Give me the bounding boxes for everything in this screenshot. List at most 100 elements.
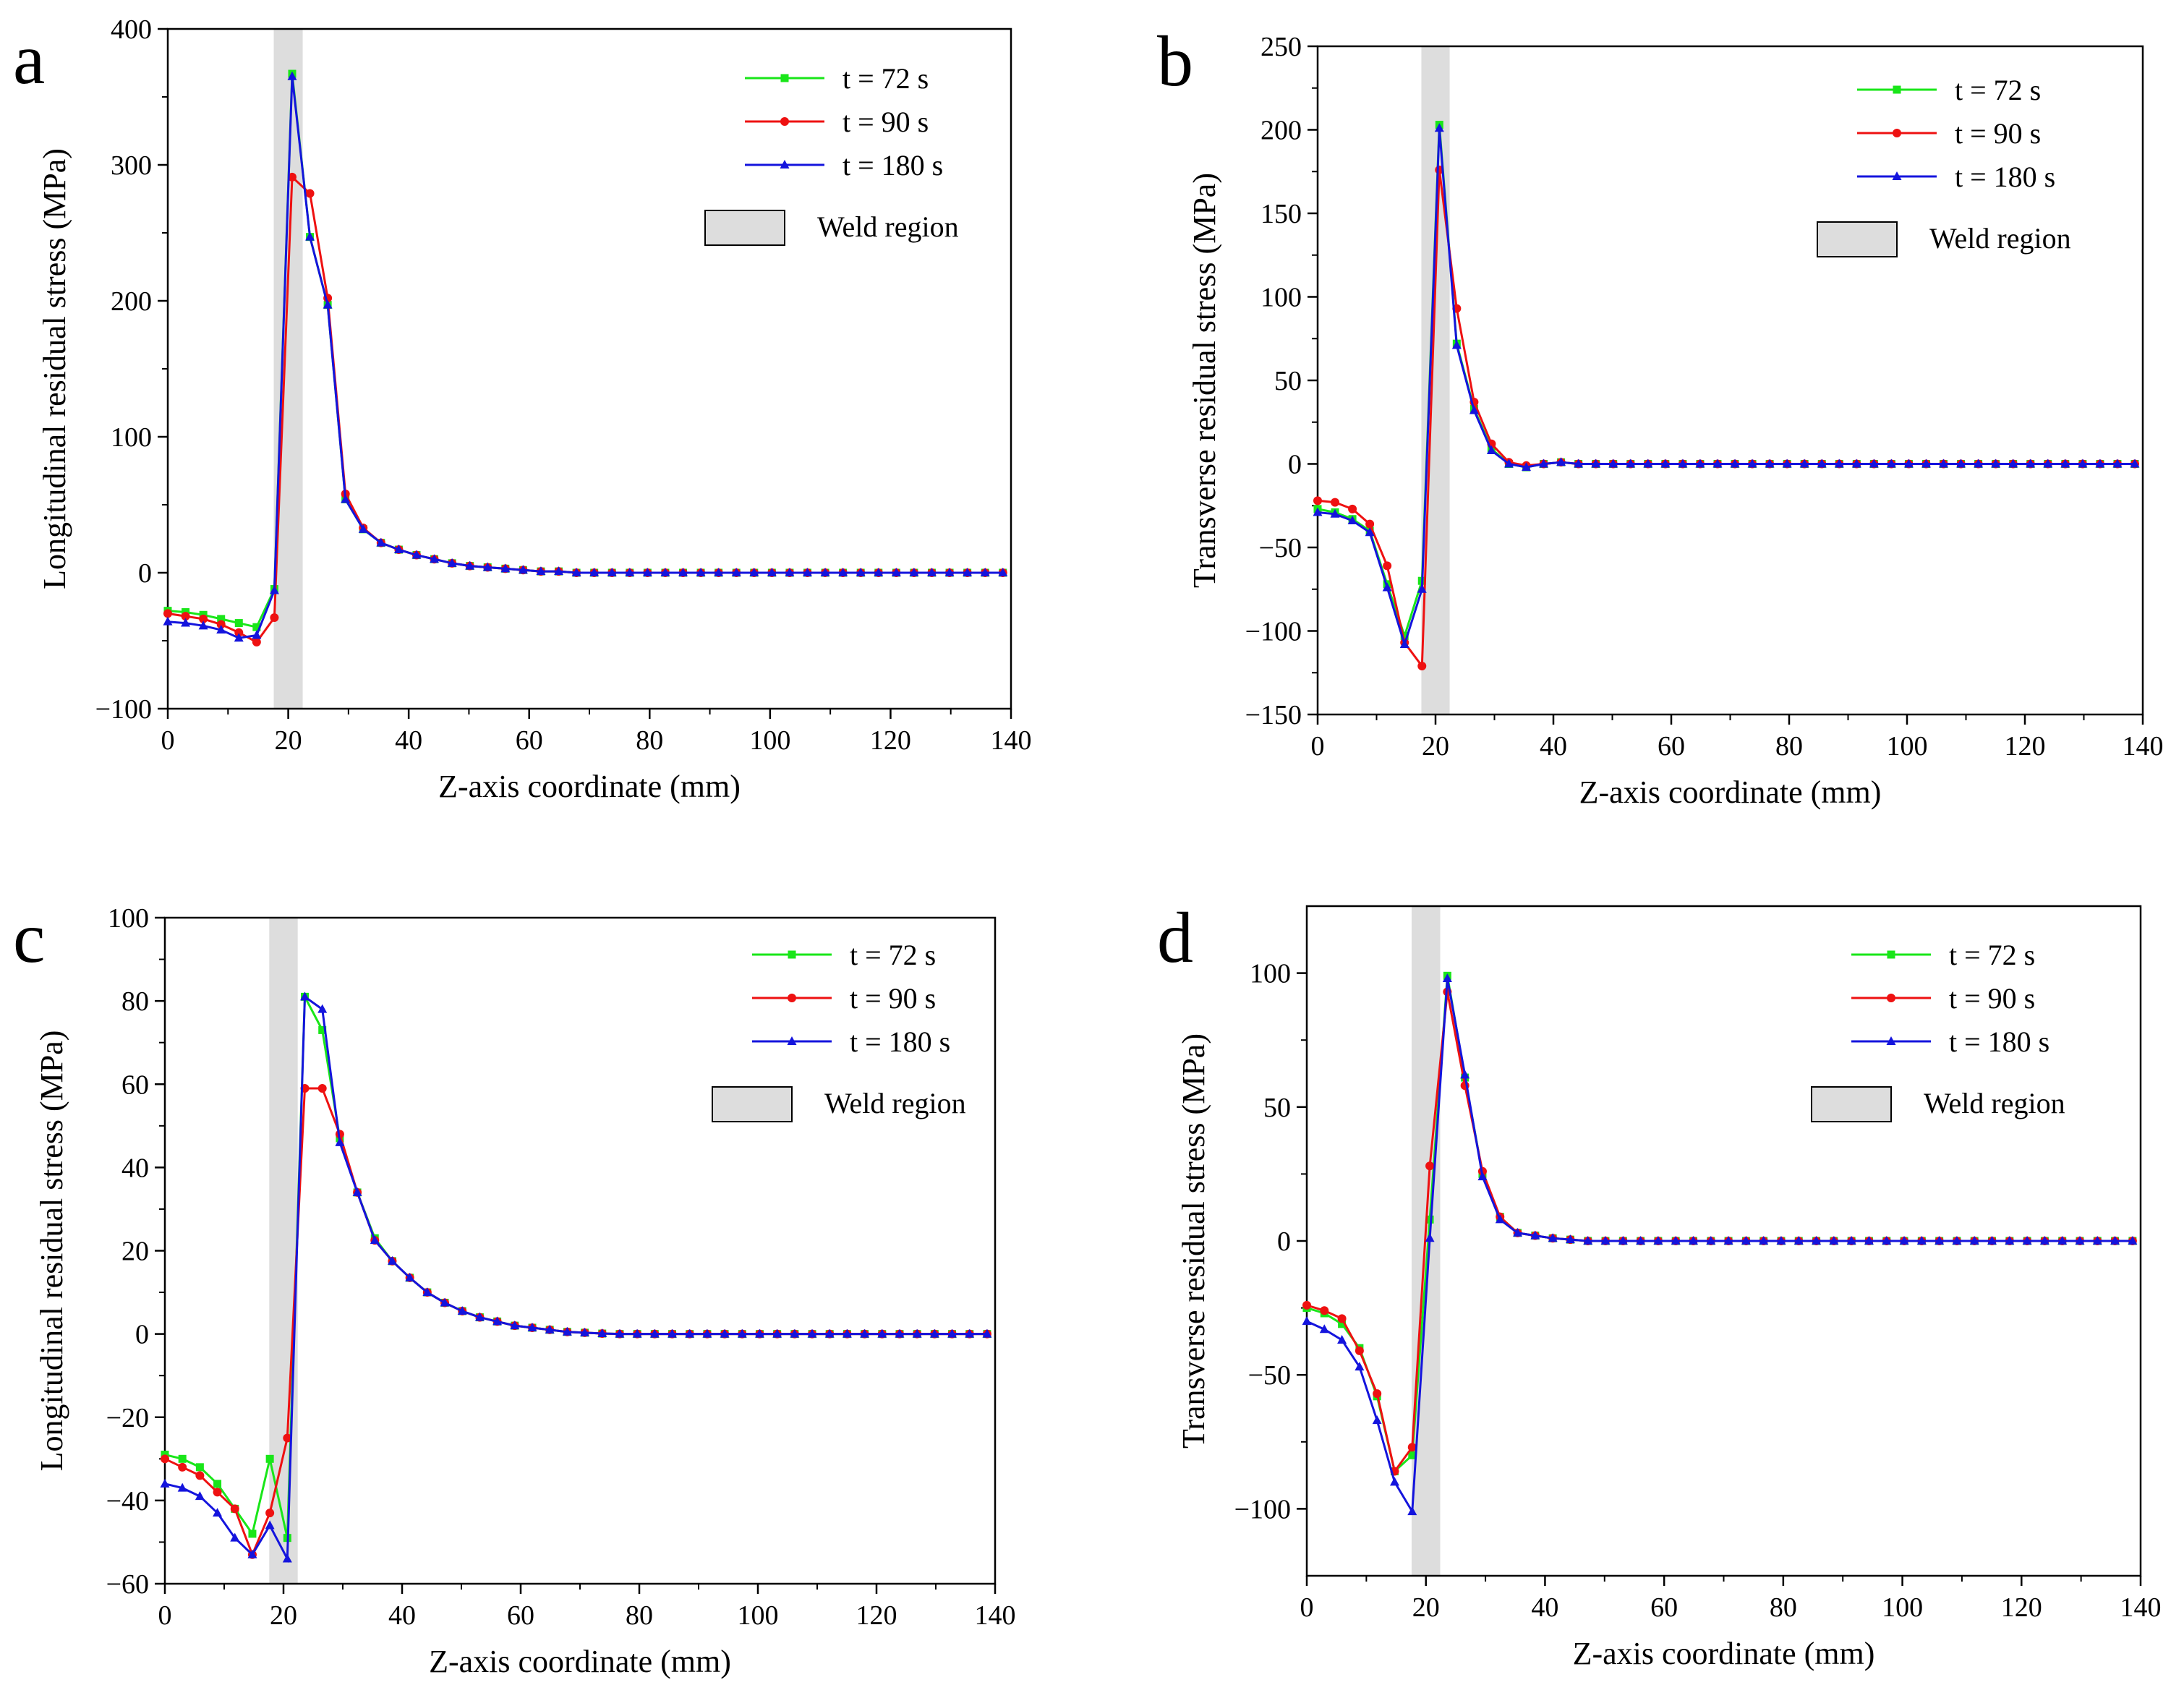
data-point-t180 bbox=[287, 71, 297, 80]
data-point-t180 bbox=[944, 568, 955, 576]
data-point-t180 bbox=[702, 1328, 712, 1338]
data-point-t180 bbox=[323, 299, 333, 309]
data-point-t180 bbox=[1372, 1415, 1382, 1425]
y-tick-label: 0 bbox=[135, 1320, 149, 1350]
x-axis-title: Z-axis coordinate (mm) bbox=[429, 1644, 731, 1679]
x-tick-label: 20 bbox=[1412, 1592, 1440, 1623]
data-point-t180 bbox=[1653, 1236, 1663, 1245]
data-point-t180 bbox=[1765, 458, 1775, 468]
data-point-t90 bbox=[1331, 498, 1340, 507]
data-point-t180 bbox=[1671, 1236, 1681, 1245]
data-point-t180 bbox=[1574, 458, 1584, 468]
data-point-t90 bbox=[234, 628, 244, 637]
data-point-t180 bbox=[1389, 1477, 1399, 1486]
data-point-t180 bbox=[265, 1520, 275, 1530]
data-point-t180 bbox=[860, 1328, 870, 1338]
data-point-t180 bbox=[1952, 1236, 1962, 1245]
legend-label-t180: t = 180 s bbox=[1955, 161, 2055, 193]
data-point-t180 bbox=[1799, 458, 1809, 468]
y-axis-title: Transverse residual stress (MPa) bbox=[1176, 1033, 1211, 1449]
data-point-t90 bbox=[1355, 1346, 1364, 1355]
x-tick-label: 100 bbox=[738, 1600, 779, 1631]
y-tick-label: 100 bbox=[108, 903, 149, 934]
data-point-t180 bbox=[749, 568, 759, 576]
x-tick-label: 0 bbox=[161, 725, 175, 756]
data-point-t90 bbox=[1348, 504, 1357, 513]
legend-label-t72: t = 72 s bbox=[1955, 74, 2041, 106]
data-point-t90 bbox=[1365, 519, 1375, 529]
x-tick-label: 80 bbox=[1770, 1592, 1797, 1623]
x-tick-label: 80 bbox=[626, 1600, 653, 1631]
data-point-t180 bbox=[998, 568, 1008, 576]
y-tick-label: 80 bbox=[121, 986, 149, 1017]
legend-weld-swatch bbox=[704, 210, 785, 246]
data-point-t180 bbox=[160, 1478, 170, 1488]
data-point-t180 bbox=[678, 568, 688, 576]
data-point-t180 bbox=[492, 1316, 503, 1326]
x-tick-label: 60 bbox=[507, 1600, 534, 1631]
data-point-t72 bbox=[234, 619, 243, 628]
data-point-t180 bbox=[1530, 1230, 1540, 1240]
data-point-t180 bbox=[393, 545, 404, 554]
data-point-t180 bbox=[1782, 458, 1792, 468]
x-tick-label: 140 bbox=[2123, 731, 2164, 761]
x-tick-label: 0 bbox=[1300, 1592, 1314, 1623]
data-point-t180 bbox=[1730, 458, 1740, 468]
data-point-t180 bbox=[1313, 507, 1323, 516]
data-point-t180 bbox=[720, 1328, 730, 1338]
data-point-t180 bbox=[1451, 340, 1462, 349]
x-tick-label: 120 bbox=[2001, 1592, 2042, 1623]
data-point-t90 bbox=[317, 1084, 327, 1093]
data-point-t90 bbox=[265, 1509, 275, 1518]
y-axis-title: Longitudinal residual stress (MPa) bbox=[34, 1031, 69, 1472]
y-tick-label: −40 bbox=[106, 1486, 149, 1516]
data-point-t90 bbox=[1313, 496, 1322, 505]
data-point-t180 bbox=[1899, 1236, 1909, 1245]
data-point-t180 bbox=[2022, 1236, 2032, 1245]
data-point-t180 bbox=[1793, 1236, 1804, 1245]
data-point-t180 bbox=[1539, 458, 1549, 468]
y-tick-label: 250 bbox=[1261, 32, 1302, 62]
data-point-t180 bbox=[440, 1297, 450, 1307]
data-point-t180 bbox=[1355, 1362, 1365, 1371]
data-point-t180 bbox=[767, 568, 777, 576]
y-tick-label: −60 bbox=[106, 1569, 149, 1600]
legend-label-t90: t = 90 s bbox=[850, 982, 936, 1015]
data-point-t180 bbox=[536, 566, 546, 576]
data-point-t180 bbox=[597, 1328, 607, 1338]
x-tick-label: 140 bbox=[975, 1600, 1016, 1631]
data-point-t180 bbox=[1407, 1506, 1417, 1516]
data-point-t180 bbox=[1434, 123, 1444, 132]
data-point-t180 bbox=[1565, 1234, 1575, 1244]
data-point-t180 bbox=[2005, 1236, 2015, 1245]
data-point-t180 bbox=[1695, 458, 1705, 468]
data-point-t180 bbox=[230, 1532, 240, 1542]
data-point-t180 bbox=[1886, 458, 1896, 468]
legend-marker-t90 bbox=[788, 994, 796, 1002]
x-tick-label: 0 bbox=[1311, 731, 1325, 761]
x-tick-label: 80 bbox=[636, 725, 663, 756]
data-point-t180 bbox=[1486, 445, 1496, 455]
panel-letter: c bbox=[13, 897, 45, 978]
data-point-t180 bbox=[947, 1328, 957, 1338]
data-point-t180 bbox=[562, 1326, 572, 1336]
legend-marker-t90 bbox=[1887, 994, 1895, 1002]
weld-region-band bbox=[273, 29, 303, 709]
y-tick-label: 20 bbox=[121, 1237, 149, 1267]
y-tick-label: 40 bbox=[121, 1153, 149, 1183]
weld-region-band bbox=[1421, 46, 1450, 714]
data-point-t180 bbox=[580, 1327, 590, 1336]
y-axis-title: Transverse residual stress (MPa) bbox=[1187, 173, 1222, 588]
data-point-t90 bbox=[230, 1504, 239, 1514]
data-point-t180 bbox=[842, 1328, 852, 1338]
data-point-t180 bbox=[2112, 458, 2123, 468]
data-point-t180 bbox=[660, 568, 670, 576]
data-point-t180 bbox=[696, 568, 706, 576]
data-point-t180 bbox=[1330, 508, 1340, 518]
data-point-t180 bbox=[980, 568, 990, 576]
data-point-t180 bbox=[269, 585, 279, 594]
data-point-t180 bbox=[2043, 458, 2053, 468]
y-tick-label: −100 bbox=[1245, 617, 1302, 647]
data-point-t72 bbox=[1425, 1215, 1434, 1224]
data-point-t180 bbox=[667, 1328, 678, 1338]
